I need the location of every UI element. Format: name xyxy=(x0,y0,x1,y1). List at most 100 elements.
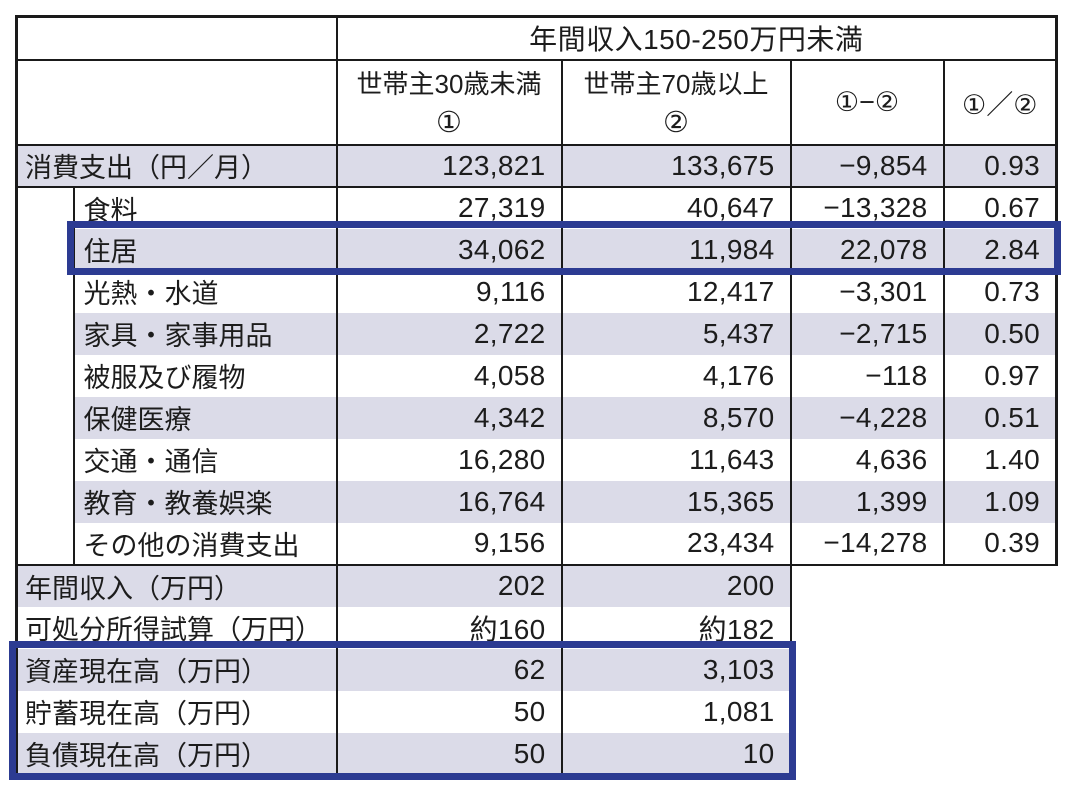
table-row: 住居 34,062 11,984 22,078 2.84 xyxy=(17,228,1058,271)
table-row: その他の消費支出 9,156 23,434 −14,278 0.39 xyxy=(17,522,1058,566)
value-over70-cell: 15,365 xyxy=(561,480,792,523)
blank-cell xyxy=(943,606,1057,649)
value-ratio-cell: 0.39 xyxy=(943,522,1058,566)
value-over70-cell: 12,417 xyxy=(561,270,792,313)
blank-cell xyxy=(790,564,944,607)
row-label: 貯蓄現在高（万円） xyxy=(15,690,338,733)
table-row: 被服及び履物 4,058 4,176 −118 0.97 xyxy=(17,354,1058,397)
value-difference-cell: 1,399 xyxy=(790,480,945,523)
value-difference-cell: −118 xyxy=(790,354,945,397)
table-row: 保健医療 4,342 8,570 −4,228 0.51 xyxy=(17,396,1058,439)
value-under30-cell: 4,342 xyxy=(336,396,563,439)
value-over70-cell: 4,176 xyxy=(561,354,792,397)
value-ratio-cell: 1.40 xyxy=(943,438,1058,481)
value-under30-cell: 62 xyxy=(336,648,563,691)
value-under30-cell: 約160 xyxy=(336,606,563,649)
value-ratio-cell: 0.93 xyxy=(943,144,1058,188)
column-header-over70-label: 世帯主70歳以上 xyxy=(583,69,769,99)
indent-spacer-cell xyxy=(15,186,75,566)
value-difference-cell: −3,301 xyxy=(790,270,945,313)
blank-cell xyxy=(790,606,944,649)
row-label: 家具・家事用品 xyxy=(73,312,338,355)
table-row: 教育・教養娯楽 16,764 15,365 1,399 1.09 xyxy=(17,480,1058,523)
row-label: 保健医療 xyxy=(73,396,338,439)
value-under30-cell: 34,062 xyxy=(336,228,563,271)
value-ratio-cell: 0.73 xyxy=(943,270,1058,313)
value-difference-cell: 22,078 xyxy=(790,228,945,271)
value-over70-cell: 11,984 xyxy=(561,228,792,271)
value-under30-cell: 123,821 xyxy=(336,144,563,188)
table-row: 家具・家事用品 2,722 5,437 −2,715 0.50 xyxy=(17,312,1058,355)
blank-cell xyxy=(790,648,944,691)
value-difference-cell: −13,328 xyxy=(790,186,945,229)
value-under30-cell: 202 xyxy=(336,564,563,607)
value-difference-cell: 4,636 xyxy=(790,438,945,481)
row-label: 食料 xyxy=(73,186,338,229)
row-label: 資産現在高（万円） xyxy=(15,648,338,691)
value-under30-cell: 9,116 xyxy=(336,270,563,313)
row-label: 可処分所得試算（万円） xyxy=(15,606,338,649)
value-under30-cell: 16,280 xyxy=(336,438,563,481)
row-label: 教育・教養娯楽 xyxy=(73,480,338,523)
value-difference-cell: −9,854 xyxy=(790,144,945,188)
value-over70-cell: 11,643 xyxy=(561,438,792,481)
value-under30-cell: 4,058 xyxy=(336,354,563,397)
table-row: 資産現在高（万円） 62 3,103 xyxy=(15,648,1057,691)
value-difference-cell: −4,228 xyxy=(790,396,945,439)
row-label: 消費支出（円／月） xyxy=(15,144,338,188)
value-under30-cell: 2,722 xyxy=(336,312,563,355)
value-ratio-cell: 0.97 xyxy=(943,354,1058,397)
value-over70-cell: 23,434 xyxy=(561,522,792,566)
column-header-ratio: ①／② xyxy=(943,59,1058,146)
blank-cell xyxy=(943,648,1057,691)
blank-cell xyxy=(943,690,1057,733)
value-over70-cell: 40,647 xyxy=(561,186,792,229)
blank-cell xyxy=(790,690,944,733)
value-over70-cell: 8,570 xyxy=(561,396,792,439)
column-header-under30-label: 世帯主30歳未満 xyxy=(356,69,542,99)
table-row: 交通・通信 16,280 11,643 4,636 1.40 xyxy=(17,438,1058,481)
value-over70-cell: 10 xyxy=(561,732,792,775)
blank-cell xyxy=(943,732,1057,775)
value-under30-cell: 50 xyxy=(336,690,563,733)
value-ratio-cell: 0.51 xyxy=(943,396,1058,439)
value-under30-cell: 50 xyxy=(336,732,563,775)
value-difference-cell: −2,715 xyxy=(790,312,945,355)
value-over70-cell: 133,675 xyxy=(561,144,792,188)
row-label: 被服及び履物 xyxy=(73,354,338,397)
table-row: 消費支出（円／月） 123,821 133,675 −9,854 0.93 xyxy=(15,144,1058,188)
table-row: 食料 27,319 40,647 −13,328 0.67 xyxy=(15,186,1058,566)
corner-empty-cell xyxy=(15,15,338,61)
value-ratio-cell: 0.67 xyxy=(943,186,1058,229)
value-over70-cell: 約182 xyxy=(561,606,792,649)
circled-two-icon: ② xyxy=(663,107,689,139)
household-expenditure-table: 年間収入150-250万円未満 世帯主30歳未満 ① 世帯主70歳以上 ② ①−… xyxy=(15,15,1058,775)
column-header-over70: 世帯主70歳以上 ② xyxy=(561,59,792,146)
row-label: 負債現在高（万円） xyxy=(15,732,338,775)
value-over70-cell: 200 xyxy=(561,564,792,607)
value-difference-cell: −14,278 xyxy=(790,522,945,566)
column-header-row: 世帯主30歳未満 ① 世帯主70歳以上 ② ①−② ①／② xyxy=(15,59,1058,146)
table-row: 可処分所得試算（万円） 約160 約182 xyxy=(15,606,1057,649)
row-label: 光熱・水道 xyxy=(73,270,338,313)
row-label: 交通・通信 xyxy=(73,438,338,481)
value-ratio-cell: 1.09 xyxy=(943,480,1058,523)
circled-one-icon: ① xyxy=(436,107,462,139)
value-ratio-cell: 0.50 xyxy=(943,312,1058,355)
corner-empty-cell-2 xyxy=(15,59,338,146)
value-ratio-cell: 2.84 xyxy=(943,228,1058,271)
value-under30-cell: 9,156 xyxy=(336,522,563,566)
value-under30-cell: 16,764 xyxy=(336,480,563,523)
blank-cell xyxy=(943,564,1057,607)
group-header-cell: 年間収入150-250万円未満 xyxy=(336,15,1058,61)
value-under30-cell: 27,319 xyxy=(336,186,563,229)
row-label: 住居 xyxy=(73,228,338,271)
blank-cell xyxy=(790,732,944,775)
value-over70-cell: 5,437 xyxy=(561,312,792,355)
column-header-under30: 世帯主30歳未満 ① xyxy=(336,59,563,146)
value-over70-cell: 3,103 xyxy=(561,648,792,691)
group-header-row: 年間収入150-250万円未満 xyxy=(15,15,1058,61)
row-label: 年間収入（万円） xyxy=(15,564,338,607)
row-label: その他の消費支出 xyxy=(73,522,338,566)
